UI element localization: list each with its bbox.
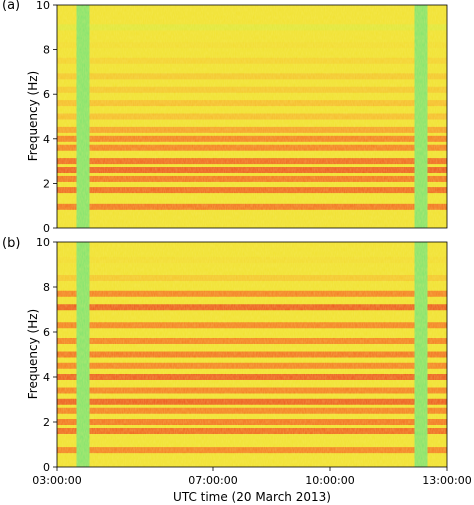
panel-b-plot-area <box>57 242 447 467</box>
y-tick-label: 8 <box>43 281 50 294</box>
y-tick-label: 8 <box>43 44 50 57</box>
panel-b-x-axis-label: UTC time (20 March 2013) <box>173 490 331 504</box>
panel-b-x-axis: 03:00:00 07:00:00 10:00:00 13:00:00 <box>32 467 472 487</box>
y-tick-label: 0 <box>43 461 50 474</box>
x-tick-label: 03:00:00 <box>32 474 81 487</box>
panel-b-texture <box>57 242 447 467</box>
x-tick-label: 13:00:00 <box>422 474 471 487</box>
panel-a: (a) 0 2 4 6 8 10 Frequency (Hz) <box>2 0 448 235</box>
panel-b-frame <box>56 241 448 468</box>
y-tick-label: 0 <box>43 222 50 235</box>
panel-a-label: (a) <box>2 0 20 13</box>
panel-a-y-axis: 0 2 4 6 8 10 <box>36 0 57 235</box>
panel-a-plot-area <box>57 5 447 228</box>
panel-b-y-axis-label: Frequency (Hz) <box>26 309 40 400</box>
panel-b-y-axis: 0 2 4 6 8 10 <box>36 236 57 474</box>
y-tick-label: 10 <box>36 0 50 12</box>
y-tick-label: 2 <box>43 416 50 429</box>
panel-a-y-axis-label: Frequency (Hz) <box>26 71 40 162</box>
y-tick-label: 2 <box>43 177 50 190</box>
x-tick-label: 07:00:00 <box>188 474 237 487</box>
y-tick-label: 4 <box>43 133 50 146</box>
panel-a-frame <box>56 4 448 229</box>
panel-b-label: (b) <box>2 236 20 251</box>
y-tick-label: 6 <box>43 326 50 339</box>
y-tick-label: 4 <box>43 371 50 384</box>
panel-a-texture <box>57 5 447 228</box>
y-tick-label: 10 <box>36 236 50 249</box>
x-tick-label: 10:00:00 <box>305 474 354 487</box>
y-tick-label: 6 <box>43 88 50 101</box>
panel-b: (b) 0 2 4 6 8 10 03:00:00 07:00:00 10:00:00 13:0… <box>2 236 472 504</box>
